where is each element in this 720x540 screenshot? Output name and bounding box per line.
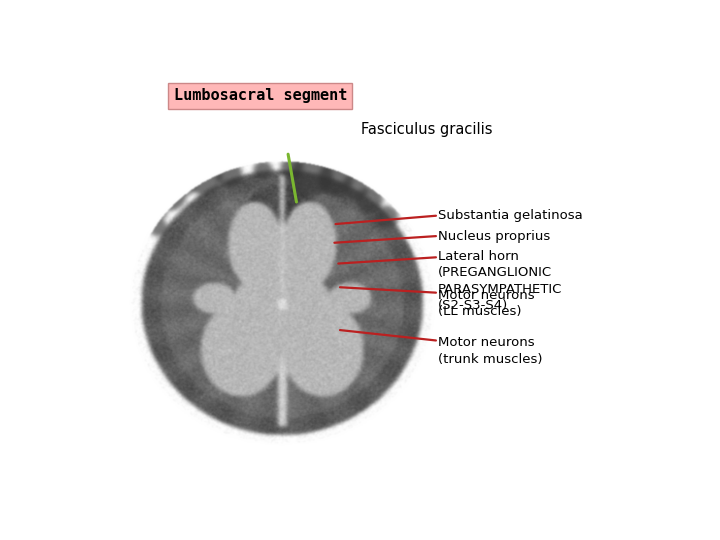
Text: Nucleus proprius: Nucleus proprius [438, 230, 550, 242]
Text: Substantia gelatinosa: Substantia gelatinosa [438, 209, 582, 222]
Text: Motor neurons
(LL muscles): Motor neurons (LL muscles) [438, 288, 534, 318]
Text: Motor neurons
(trunk muscles): Motor neurons (trunk muscles) [438, 336, 542, 366]
Text: Lateral horn
(PREGANGLIONIC
PARASYMPATHETIC
(S2-S3-S4): Lateral horn (PREGANGLIONIC PARASYMPATHE… [438, 250, 562, 312]
Text: Lumbosacral segment: Lumbosacral segment [174, 89, 347, 104]
Text: Fasciculus gracilis: Fasciculus gracilis [361, 122, 492, 137]
